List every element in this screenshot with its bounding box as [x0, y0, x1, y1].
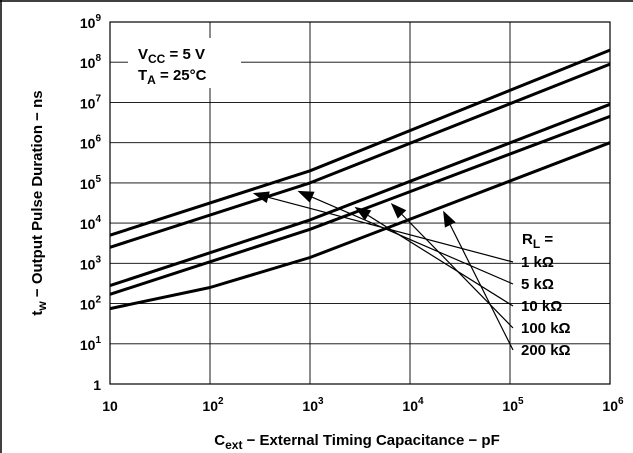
x-tick-label: 106 — [602, 396, 624, 414]
callout-leader-line — [311, 196, 514, 285]
series-line — [109, 102, 611, 288]
condition-vcc: VCC = 5 V — [138, 46, 205, 66]
legend-label: 200 kΩ — [521, 342, 571, 359]
plot-frame — [109, 21, 611, 385]
grid — [110, 22, 610, 384]
x-tick-label: 102 — [202, 396, 224, 414]
legend-header: RL = — [522, 231, 553, 251]
y-tick-label: 1 — [93, 377, 101, 393]
x-tick-label: 105 — [502, 396, 524, 414]
callout-arrowhead — [390, 203, 407, 219]
conditions-box: VCC = 5 V TA = 25°C — [138, 46, 207, 87]
x-axis-label: Cext − External Timing Capacitance − pF — [214, 432, 500, 452]
legend-label: 1 kΩ — [521, 254, 554, 271]
y-tick-label: 106 — [80, 134, 102, 152]
y-tick-label: 102 — [80, 295, 102, 313]
callouts: 1 kΩ 5 kΩ 10 kΩ 100 kΩ 200 kΩ — [252, 190, 571, 359]
y-axis-label: tw − Output Pulse Duration − ns — [29, 90, 49, 315]
callout-leader-line — [449, 224, 514, 351]
condition-ta: TA = 25°C — [138, 67, 207, 87]
y-tick-label: 101 — [80, 335, 102, 353]
y-tick-label: 104 — [80, 214, 102, 232]
x-tick-label: 103 — [302, 396, 324, 414]
callout-arrowhead — [443, 210, 456, 228]
series-line — [109, 62, 611, 249]
callout-arrowhead — [354, 206, 372, 221]
legend-label: 10 kΩ — [521, 298, 562, 315]
tick-labels: 10 102 103 104 105 106 1 101 102 103 104 105 106 107 1… — [80, 13, 624, 414]
callout-arrowhead — [297, 190, 315, 203]
legend-label: 100 kΩ — [521, 320, 571, 337]
series-lines — [109, 48, 611, 311]
conditions-background — [128, 38, 241, 88]
callout-leader-line — [401, 214, 514, 329]
y-tick-label: 103 — [80, 254, 102, 272]
callout-leader-line — [367, 214, 514, 307]
callout-arrowhead — [252, 191, 270, 204]
series-line — [109, 48, 611, 237]
y-tick-label: 108 — [80, 53, 102, 71]
x-tick-label: 10 — [102, 398, 118, 414]
x-tick-label: 104 — [402, 396, 424, 414]
y-tick-label: 109 — [80, 13, 102, 31]
y-tick-label: 107 — [80, 93, 102, 111]
series-line — [109, 114, 611, 296]
y-tick-label: 105 — [80, 174, 102, 192]
legend-label: 5 kΩ — [521, 276, 554, 293]
series-line — [109, 141, 611, 311]
